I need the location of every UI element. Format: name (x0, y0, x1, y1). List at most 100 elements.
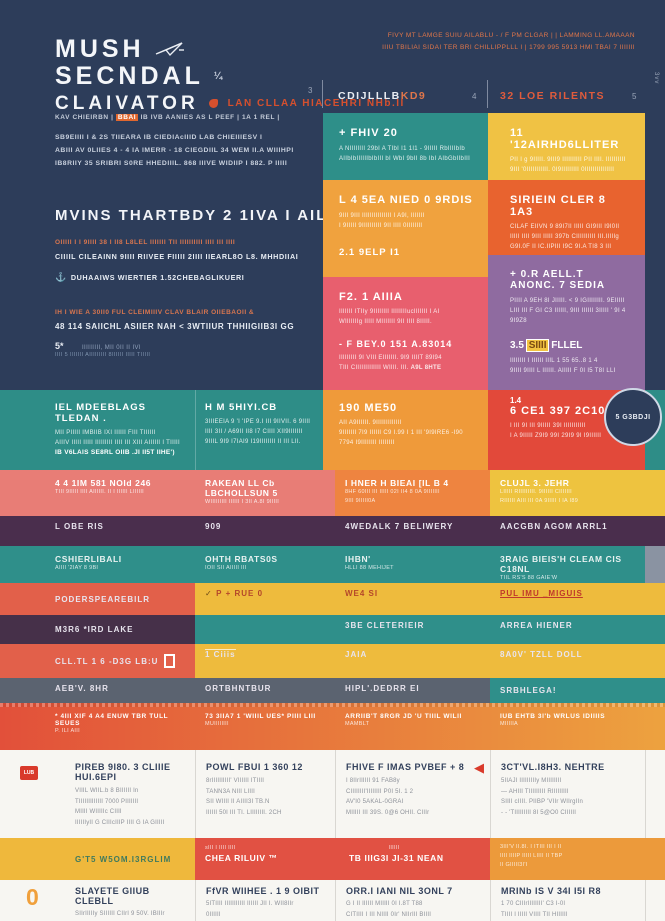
row-a-cell-4[interactable]: CLUJL 3. JEHR LIIIII RIIIIIIIII. 9IIIIII… (490, 470, 645, 516)
row-a-cell-2[interactable]: RAKEAN LL Cb LBCHOLLSUN 5 WIIIIIIIII III… (195, 470, 335, 516)
byline-pre: KAV CHIEIRBN | (55, 114, 116, 121)
row-h-cell-4-title: IUB EHTB 3I'b WRLUS IDIIIIS (500, 713, 606, 720)
row-j-cell-1[interactable]: G'T5 W5OM.I3RGLIM (0, 838, 195, 880)
card-orange-title: L 4 5EA NIED 0 9RDIS (339, 194, 473, 206)
row-i-cell-1[interactable]: LUB PIREB 9I80. 3 CLIIIE HUI.6EPI VIIIL … (0, 750, 195, 838)
row-i-cell-3-title: FHIVE F IMAS PVBEF + 8 (346, 762, 465, 772)
card-orangered-sirien[interactable]: SIRIEIN CLER 8 1A3 CILAF EIIVN 9 89I7II … (488, 180, 645, 255)
row-k-cell-1[interactable]: 0 SLAYETE GIIUB CLEBLL SIIrIIIIIy SIIIII… (0, 880, 195, 921)
row-b-cell-3[interactable]: 4WEDALK 7 BELIWERY (335, 516, 490, 546)
circle-badge[interactable]: 5 G3BDJI (604, 388, 662, 446)
column-header-3-label: 32 LOE RILENTS (500, 90, 606, 102)
row-j-cell-2-sub: sIII I IIII IIII (205, 845, 236, 851)
row-d-cell-1-label: PODERSPEAREBILR (55, 594, 151, 604)
row-k-cell-3[interactable]: ORR.I IANI NIL 3ONL 7 G I II IIIIII MIII… (335, 880, 490, 921)
card-orangered-line-2: IIIII IIII 9III IIIII 397b CIIIIIIIIII I… (510, 234, 620, 240)
row-h-cell-5 (645, 703, 665, 750)
row-e-cell-3[interactable]: 3BE CLETERIEIR (335, 615, 490, 644)
row-g-cell-3[interactable]: HIPL'.DEDRR EI (335, 678, 490, 703)
column-header-2[interactable]: CDIJLLLB KD9 4 (338, 84, 478, 108)
row-a-cell-5 (645, 470, 665, 516)
row-f-cell-3[interactable]: JAIA (335, 644, 490, 678)
card-orange-sea[interactable]: L 4 5EA NIED 0 9RDIS 9III 9III IIIIIIIII… (323, 180, 488, 277)
row-h-cell-2-sub: MUIIIIIIII (205, 721, 229, 727)
row-f-cell-2[interactable]: 1 Ciiis (195, 644, 335, 678)
row-h-cell-3-sub: MAMBLT (345, 721, 370, 727)
row-c-cell-3-sub: HLLI 88 MEHIJET (345, 565, 394, 571)
row-i-cell-2[interactable]: POWL FBUI 1 360 12 8rIIIIIIIIII' VIIIIII… (195, 750, 335, 838)
card-purple-line-3: IIIIIIII I IIIIII IIIL 1 55 65..8 1 4 (510, 358, 598, 364)
row-k-cell-2-title: FfVR WIIHEE . 1 9 OIBIT (206, 886, 320, 896)
row-d-cell-2[interactable]: ✓ P + RUE 0 (195, 583, 335, 615)
row-j-cell-2[interactable]: sIII I IIII IIII CHEA RILUIV ™ (195, 838, 335, 880)
row-g-cell-2[interactable]: ORTBHNTBUR (195, 678, 335, 703)
row-c-cell-4-title: 3RAIG BIEIS'H CLEAM CIS C18NL (500, 554, 622, 574)
header-divider-1 (322, 80, 323, 108)
row-i-cell-3[interactable]: FHIVE F IMAS PVBEF + 8 ◀ I 8IIrIIIIII 91… (335, 750, 490, 838)
row-h-cell-4-sub: MIIIIIA (500, 721, 518, 727)
card-purple-number: 3.5 (510, 340, 524, 351)
row-c-cell-1[interactable]: CSHIERLIBALI AIIII '2IAY 8 9BI (0, 546, 195, 583)
card-pink-f2[interactable]: F2. 1 AIIIA IIIIIII ITIIy 9IIIIIIII IIII… (323, 277, 488, 390)
stat-orange-cell[interactable]: 190 ME50 AII A9IIIIII. 9IIIIIIIIIIIII 9I… (323, 390, 488, 470)
header-top-right: FIVY MT LAMGE SUIU AILABLU - / F PM CLGA… (382, 30, 635, 54)
row-k-cell-2[interactable]: FfVR WIIHEE . 1 9 OIBIT 5ITIIII IIIIIIII… (195, 880, 335, 921)
card-pink-line-4a: TIII CIIIIIIIIIIIII WIIII. III. (339, 365, 411, 371)
row-f-cell-1[interactable]: CLL.TL 1 6 -D3G LB:U (0, 644, 195, 678)
row-k-cell-4-title: MRINb IS V 34I I5I R8 (501, 886, 602, 896)
card-purple-sedia[interactable]: + 0.R AELL.T ANONC. 7 SEDIA PIIII A 9EH … (488, 255, 645, 390)
row-b-cell-4[interactable]: AACGBN AGOM ARRL1 (490, 516, 645, 546)
row-a-cell-1[interactable]: 4 4 1IM 581 NOId 246 TIII 9IIIII IIII AI… (0, 470, 195, 516)
section-subheading: MVINS THARTBDY 2 1IVA I AILE (55, 207, 340, 224)
row-i-cell-5 (645, 750, 665, 838)
row-c-cell-2[interactable]: OHTH RBATS0S IOII SII AIIIII III (195, 546, 335, 583)
column-header-2-label: CDIJLLLB (338, 90, 401, 102)
row-f-cell-4[interactable]: 8A0V' TZLL DOLL (490, 644, 645, 678)
stat-red-line-1: I III 9I III 9IIIII 39I IIIIIIIIIII (510, 423, 586, 429)
card-pink-line-3: IIIIIIIII 9I VIII EIIIIIII. 9I9 IIIIT 89… (339, 355, 442, 361)
row-b-cell-1[interactable]: L OBE RIS (0, 516, 195, 546)
edge-vertical-note: 3vv (653, 72, 659, 85)
row-j-cell-2-title: CHEA RILUIV ™ (205, 853, 278, 863)
card-teal-fhiv[interactable]: + FHIV 20 A NIIIIIIII 29bI A TIbI I1 1I1… (323, 113, 488, 180)
row-e-cell-1[interactable]: M3R6 *IRD LAKE (0, 615, 195, 644)
document-outline-icon[interactable] (164, 654, 175, 668)
row-h-cell-3[interactable]: ARRIIB'T 8RGR JD 'U TIIIL WILII MAMBLT (335, 703, 490, 750)
row-d-cell-3[interactable]: WE4 SI (335, 583, 490, 615)
row-j-cell-4[interactable]: 3III'V II.8I. I ITIII III I II IIII IIII… (490, 838, 645, 880)
row-k-cell-1-title: SLAYETE GIIUB CLEBLL (75, 886, 150, 906)
row-b-cell-2[interactable]: 909 (195, 516, 335, 546)
stat-red-pre: 1.4 (510, 396, 522, 405)
teal-band-col-1-title: IEL MDEEBLAGS TLEDAN . (55, 402, 146, 424)
table-row-j: G'T5 W5OM.I3RGLIM sIII I IIII IIII CHEA … (0, 838, 665, 880)
row-c-cell-4[interactable]: 3RAIG BIEIS'H CLEAM CIS C18NL TIIL RS'S … (490, 546, 645, 583)
column-header-3[interactable]: 32 LOE RILENTS 5 (500, 84, 638, 108)
stat-orange-line-1: AII A9IIIIII. 9IIIIIIIIIIIII (339, 420, 402, 426)
row-i-cell-2-line-3: SII WIIII II AIIII3I TB.N (206, 799, 270, 805)
column-header-2-accent: KD9 (400, 90, 427, 102)
row-g-cell-1[interactable]: AEB'V. 8HR (0, 678, 195, 703)
table-row-h: * 4III XIF 4 A4 ENUW TBR TULL SEUES P. I… (0, 703, 665, 750)
card-orangered-title: SIRIEIN CLER 8 1A3 (510, 194, 606, 218)
row-f-cell-1-label: CLL.TL 1 6 -D3G LB:U (55, 656, 159, 666)
row-h-cell-1[interactable]: * 4III XIF 4 A4 ENUW TBR TULL SEUES P. I… (0, 703, 195, 750)
row-g-cell-2-label: ORTBHNTBUR (205, 684, 272, 693)
row-g-cell-4[interactable]: SRBHLEGA! (490, 678, 645, 703)
teal-band-col-2-line-1: 3IIIEEIA 9 'I 'IPE 9.I III 9IIVII. 6 9II… (205, 419, 311, 425)
row-d-cell-1[interactable]: PODERSPEAREBILR (0, 583, 195, 615)
row-j-cell-3[interactable]: IIIIII TB IIIG3I JI-31 NEAN (335, 838, 490, 880)
row-c-cell-2-sub: IOII SII AIIIII III (205, 565, 247, 571)
row-e-cell-2 (195, 615, 335, 644)
row-c-cell-3[interactable]: IHBN' HLLI 88 MEHIJET (335, 546, 490, 583)
row-k-cell-4[interactable]: MRINb IS V 34I I5I R8 1 70 CIIIrIIIIIIII… (490, 880, 645, 921)
row-i-cell-4[interactable]: 3CT'VL.I8H3. NEHTRE 5IIAJI IIIIIIIIIy MI… (490, 750, 645, 838)
row-d-cell-4-link[interactable]: PUL IMU _MIGUIS (500, 589, 583, 598)
row-h-cell-2[interactable]: 73 3IIA7 1 'WIIIL UES* PIIII LIII MUIIII… (195, 703, 335, 750)
left-detail-line-2: ⚓ DUHAAIWS WIERTIER 1.52CHEBAGLIKUERI (55, 272, 244, 283)
card-yellow-liter[interactable]: 11 '12AIRHD6LLITER PII I g 9IIIII. 9III9… (488, 113, 645, 180)
row-d-cell-4[interactable]: PUL IMU _MIGUIS (490, 583, 645, 615)
row-h-cell-4[interactable]: IUB EHTB 3I'b WRLUS IDIIIIS MIIIIIA (490, 703, 645, 750)
left-tiny-line: IIII 5 IIIIIII AIIIIIIIII 8IIIIII IIIII … (55, 352, 151, 358)
row-a-cell-3[interactable]: I HNER H BIEAI [IL B 4 8HF 60III III III… (335, 470, 490, 516)
row-e-cell-4[interactable]: ARREA HIENER (490, 615, 645, 644)
